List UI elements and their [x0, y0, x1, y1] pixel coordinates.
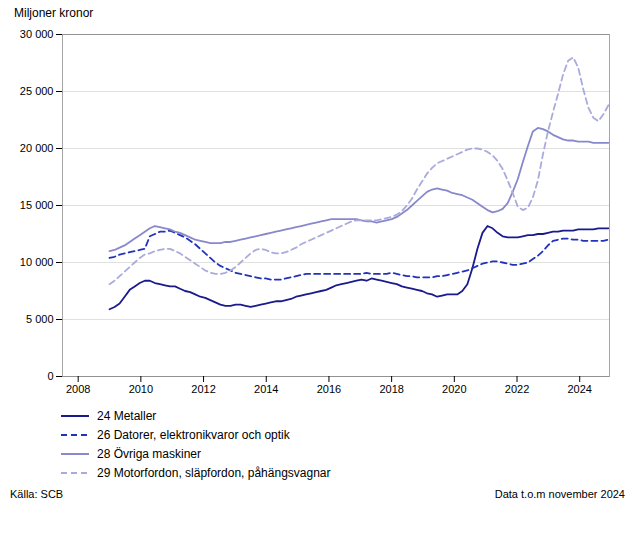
html-text:29 Motorfordon, släpfordon, på: 29 Motorfordon, släpfordon, påhängsvagna…: [97, 465, 331, 480]
html-text:24 Metaller: 24 Metaller: [97, 408, 157, 423]
svg-text:25 000: 25 000: [20, 85, 54, 97]
html-text:Källa: SCB: Källa: SCB: [10, 488, 64, 500]
svg-text:2020: 2020: [442, 383, 466, 395]
svg-text:15 000: 15 000: [20, 199, 54, 211]
svg-text:2012: 2012: [191, 383, 215, 395]
html-text:Miljoner kronor: Miljoner kronor: [14, 6, 94, 20]
svg-text:2018: 2018: [379, 383, 403, 395]
svg-text:2022: 2022: [505, 383, 529, 395]
svg-text:5 000: 5 000: [26, 313, 54, 325]
html-text:Data t.o.m november 2024: Data t.o.m november 2024: [494, 488, 625, 500]
svg-text:30 000: 30 000: [20, 28, 54, 40]
svg-text:10 000: 10 000: [20, 256, 54, 268]
html-text:26 Datorer, elektronikvaror oc: 26 Datorer, elektronikvaror och optik: [97, 427, 290, 442]
html-text:28 Övriga maskiner: 28 Övriga maskiner: [97, 446, 201, 461]
svg-text:0: 0: [47, 370, 53, 382]
svg-text:2014: 2014: [254, 383, 278, 395]
svg-text:20 000: 20 000: [20, 142, 54, 154]
svg-text:2016: 2016: [317, 383, 341, 395]
svg-text:2024: 2024: [567, 383, 591, 395]
svg-text:2010: 2010: [129, 383, 153, 395]
svg-text:2008: 2008: [66, 383, 90, 395]
